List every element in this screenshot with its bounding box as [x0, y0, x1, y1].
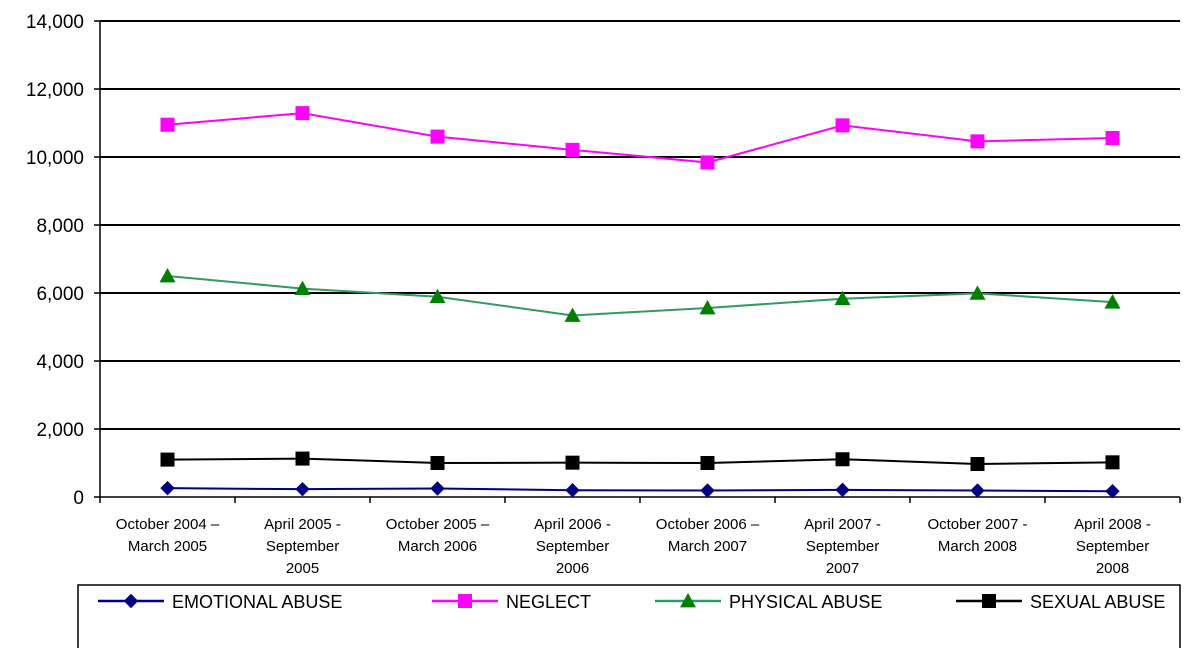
data-point [970, 134, 985, 149]
x-tick-label: October 2007 - March 2008 [927, 516, 1027, 555]
legend-entry-neglect: NEGLECT [432, 592, 591, 612]
data-point [565, 482, 580, 498]
data-point [295, 106, 310, 121]
y-tick-label: 2,000 [36, 420, 84, 441]
data-point [160, 480, 175, 496]
x-tick-label: April 2006 - September 2006 [534, 516, 611, 577]
x-tick-label-line: April 2006 - [534, 516, 611, 533]
y-tick-label: 10,000 [26, 148, 84, 169]
axes [94, 20, 1181, 503]
data-point [834, 290, 851, 306]
x-tick-label-line: October 2004 – [116, 516, 220, 533]
legend: EMOTIONAL ABUSE NEGLECT PHYSICAL ABUSE SEXU… [77, 584, 1181, 648]
legend-swatch-marker [680, 593, 696, 608]
data-point [295, 451, 310, 466]
data-point [970, 457, 985, 472]
series-line [167, 457, 1113, 466]
x-tick-label-line: March 2006 [398, 538, 477, 555]
x-tick-label-line: March 2005 [128, 538, 207, 555]
data-point [700, 456, 715, 470]
data-point [565, 455, 580, 470]
x-tick-label: April 2008 - September 2008 [1074, 516, 1151, 577]
x-tick-label: October 2005 – March 2006 [386, 516, 490, 555]
x-tick-label-line: April 2007 - [804, 516, 881, 533]
x-tick-label-line: 2007 [826, 560, 859, 577]
y-tick-label: 4,000 [36, 352, 84, 373]
x-tick-label: April 2005 - September 2005 [264, 516, 341, 577]
data-point [294, 280, 311, 295]
legend-entry-emotional-abuse: EMOTIONAL ABUSE [98, 592, 342, 612]
y-tick-label: 14,000 [26, 12, 84, 33]
legend-label: SEXUAL ABUSE [1030, 592, 1165, 612]
data-point [1104, 294, 1121, 309]
data-point [970, 483, 985, 498]
y-tick-label: 0 [73, 488, 84, 509]
x-tick-label: April 2007 - September 2007 [804, 516, 881, 577]
series-lines [159, 106, 1121, 499]
legend-label: EMOTIONAL ABUSE [172, 592, 342, 612]
data-point [1105, 455, 1120, 470]
data-point [430, 481, 445, 496]
data-point [1105, 484, 1120, 499]
series-line [167, 275, 1113, 317]
series-line [167, 112, 1113, 164]
y-tick-label: 8,000 [36, 216, 84, 237]
x-tick-label-line: October 2007 - [927, 516, 1027, 533]
x-tick-label-line: September [266, 538, 339, 555]
x-tick-label: October 2006 – March 2007 [656, 516, 760, 555]
x-tick-label-line: September [806, 538, 879, 555]
data-point [430, 456, 445, 470]
data-point [969, 285, 986, 300]
data-point [700, 483, 715, 498]
series-sexual-abuse [160, 451, 1120, 472]
data-point [835, 118, 850, 133]
y-tick-label: 6,000 [36, 284, 84, 305]
data-point [564, 307, 581, 322]
data-point [700, 155, 715, 170]
series-line [167, 487, 1113, 493]
x-tick-label-line: 2008 [1096, 560, 1129, 577]
legend-swatch-marker [458, 594, 472, 608]
legend-label: NEGLECT [506, 592, 591, 612]
legend-entry-physical-abuse: PHYSICAL ABUSE [655, 592, 882, 612]
x-tick-label-line: September [1076, 538, 1149, 555]
data-point [159, 268, 176, 283]
x-tick-label-line: September [536, 538, 609, 555]
data-point [430, 129, 445, 144]
data-point [160, 117, 175, 132]
data-point [835, 452, 850, 467]
data-point [295, 481, 310, 497]
y-tick-label: 12,000 [26, 80, 84, 101]
series-emotional-abuse [160, 480, 1120, 499]
gridlines [100, 20, 1180, 430]
x-tick-label-line: April 2005 - [264, 516, 341, 533]
data-point [1105, 130, 1120, 145]
x-tick-label-line: March 2007 [668, 538, 747, 555]
x-tick-label-line: March 2008 [938, 538, 1017, 555]
legend-label: PHYSICAL ABUSE [729, 592, 882, 612]
legend-swatch-marker [123, 593, 139, 609]
data-point [835, 482, 850, 498]
x-tick-label-line: October 2005 – [386, 516, 490, 533]
legend-box [77, 584, 1181, 648]
x-tick-label-line: October 2006 – [656, 516, 760, 533]
series-physical-abuse [159, 268, 1121, 322]
data-point [699, 299, 716, 315]
legend-entry-sexual-abuse: SEXUAL ABUSE [956, 592, 1165, 612]
y-axis-tick-labels: 0 2,000 4,000 6,000 8,000 10,000 12,000 14,000 [26, 12, 84, 509]
x-tick-label-line: 2005 [286, 560, 319, 577]
x-axis-tick-labels: October 2004 – March 2005 April 2005 - Sept… [116, 516, 1151, 577]
data-point [565, 142, 580, 157]
x-tick-label: October 2004 – March 2005 [116, 516, 220, 555]
x-tick-label-line: 2006 [556, 560, 589, 577]
legend-swatch-marker [982, 594, 996, 608]
data-point [160, 452, 175, 467]
series-neglect [160, 106, 1120, 170]
data-point [429, 288, 446, 304]
x-tick-label-line: April 2008 - [1074, 516, 1151, 533]
